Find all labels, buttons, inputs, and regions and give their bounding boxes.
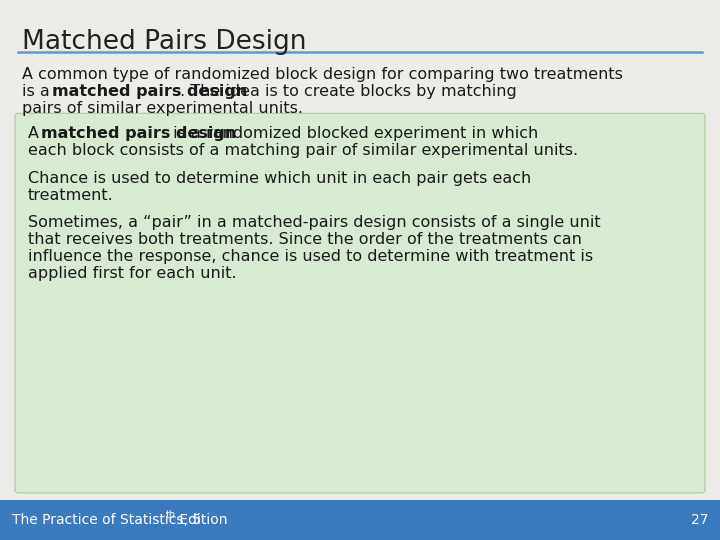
Text: th: th <box>166 510 176 520</box>
Text: Matched Pairs Design: Matched Pairs Design <box>22 29 307 55</box>
Text: is a: is a <box>22 84 55 99</box>
Text: 27: 27 <box>690 513 708 527</box>
Text: Edition: Edition <box>175 513 228 527</box>
Text: is a randomized blocked experiment in which: is a randomized blocked experiment in wh… <box>168 126 539 141</box>
Text: The Practice of Statistics, 5: The Practice of Statistics, 5 <box>12 513 201 527</box>
Bar <box>0 500 720 540</box>
Text: A: A <box>28 126 44 141</box>
Text: applied first for each unit.: applied first for each unit. <box>28 266 237 281</box>
Text: matched pairs design: matched pairs design <box>41 126 236 141</box>
Text: pairs of similar experimental units.: pairs of similar experimental units. <box>22 101 303 116</box>
Text: each block consists of a matching pair of similar experimental units.: each block consists of a matching pair o… <box>28 143 578 158</box>
Text: Sometimes, a “pair” in a matched-pairs design consists of a single unit: Sometimes, a “pair” in a matched-pairs d… <box>28 215 600 230</box>
Text: treatment.: treatment. <box>28 187 114 202</box>
Text: . The idea is to create blocks by matching: . The idea is to create blocks by matchi… <box>180 84 517 99</box>
Text: that receives both treatments. Since the order of the treatments can: that receives both treatments. Since the… <box>28 232 582 247</box>
Text: Chance is used to determine which unit in each pair gets each: Chance is used to determine which unit i… <box>28 171 531 186</box>
Text: matched pairs design: matched pairs design <box>52 84 248 99</box>
Text: influence the response, chance is used to determine with treatment is: influence the response, chance is used t… <box>28 249 593 264</box>
FancyBboxPatch shape <box>15 113 705 493</box>
Text: A common type of randomized block design for comparing two treatments: A common type of randomized block design… <box>22 67 623 82</box>
